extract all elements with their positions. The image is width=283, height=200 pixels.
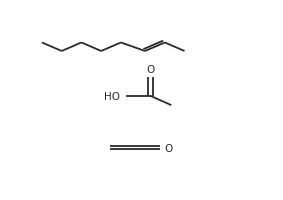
Text: HO: HO [104, 91, 120, 101]
Text: O: O [165, 143, 173, 153]
Text: O: O [146, 65, 155, 75]
